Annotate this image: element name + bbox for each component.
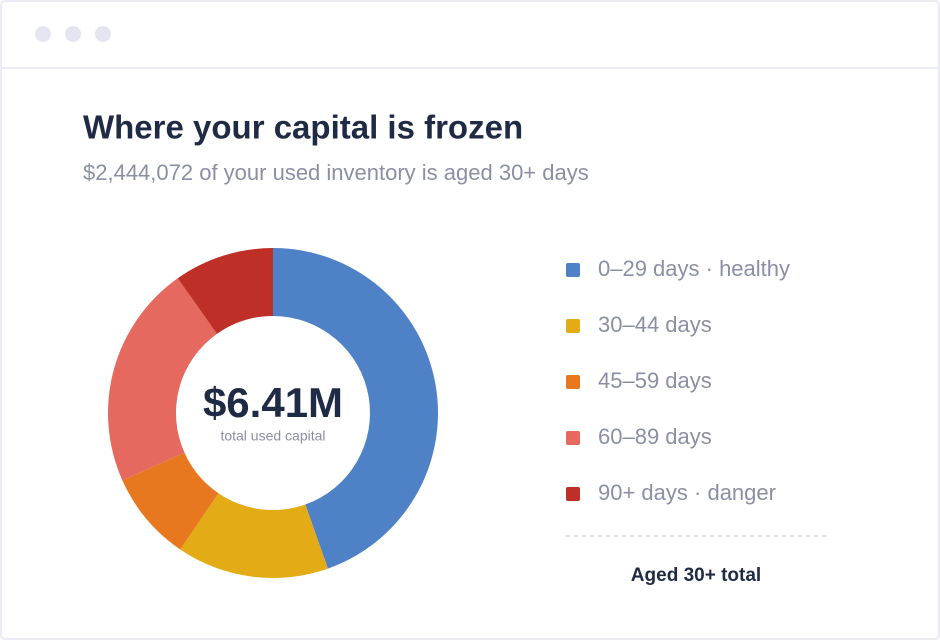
chart-subtitle: $2,444,072 of your used inventory is age… [83, 160, 589, 185]
legend-swatch [566, 431, 580, 445]
center-value: $6.41M [203, 379, 343, 426]
legend-label: 0–29 days · healthy [598, 256, 790, 281]
legend-label: 60–89 days [598, 424, 712, 449]
donut-segment [273, 248, 438, 569]
window-dot [95, 26, 111, 42]
donut-segment [180, 493, 328, 578]
legend-label: 45–59 days [598, 368, 712, 393]
center-label: total used capital [220, 428, 325, 444]
legend-label: 30–44 days [598, 312, 712, 337]
footer-label: Aged 30+ total [631, 565, 761, 586]
legend: 0–29 days · healthy 30–44 days 45–59 days 6… [566, 256, 790, 505]
legend-swatch [566, 319, 580, 333]
legend-swatch [566, 375, 580, 389]
chart-title: Where your capital is frozen [83, 109, 523, 146]
legend-swatch [566, 263, 580, 277]
legend-label: 90+ days · danger [598, 480, 776, 505]
donut-segment [108, 278, 217, 481]
legend-swatch [566, 487, 580, 501]
window-dot [65, 26, 81, 42]
donut-segment [122, 452, 219, 550]
window-dot [35, 26, 51, 42]
donut-segment [177, 248, 273, 334]
donut [108, 248, 438, 578]
